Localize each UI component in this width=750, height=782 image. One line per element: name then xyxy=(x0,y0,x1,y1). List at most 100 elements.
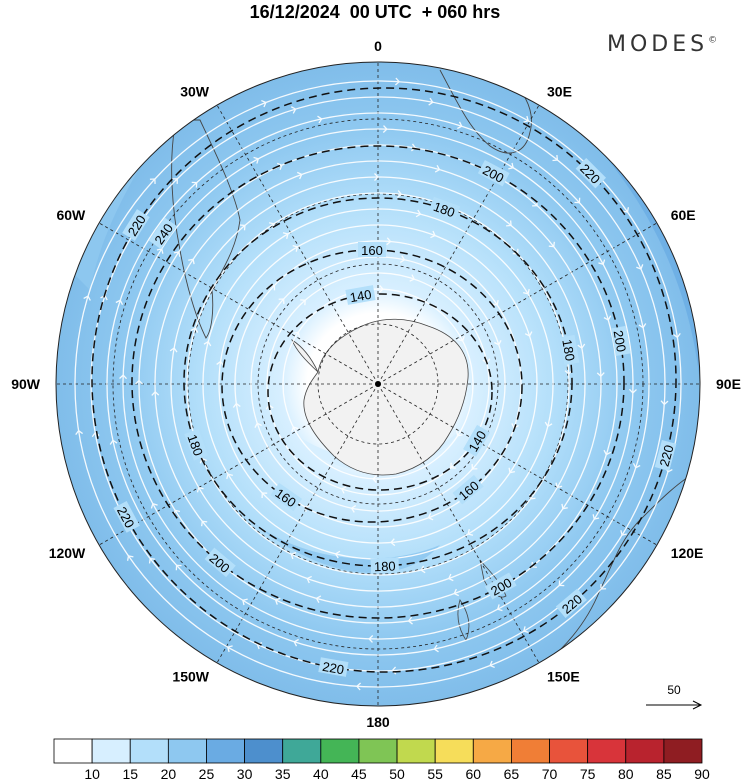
contour-label: 180 xyxy=(559,338,578,362)
streamline-arrowhead xyxy=(291,426,299,433)
streamline-arrowhead xyxy=(558,580,565,587)
colorbar-swatch xyxy=(511,738,550,764)
streamline-arrowhead xyxy=(628,388,637,394)
contour-label-group: 140 xyxy=(345,285,376,306)
colorbar-swatch xyxy=(549,738,589,764)
contour-140 xyxy=(267,293,493,491)
streamline-arrowhead xyxy=(196,486,204,493)
streamline-arrowhead xyxy=(242,598,248,606)
streamline-arrowhead xyxy=(75,429,83,436)
streamline xyxy=(90,96,666,672)
streamline-arrowhead xyxy=(523,115,529,123)
colorbar-swatch xyxy=(53,738,93,764)
streamline-arrowhead xyxy=(175,564,182,571)
streamline-arrowhead xyxy=(278,298,285,304)
south-pole-marker xyxy=(375,381,381,387)
height-contours xyxy=(91,87,677,673)
graticule xyxy=(56,62,700,706)
streamline-arrowhead xyxy=(382,125,388,134)
streamline xyxy=(186,192,570,576)
streamline-arrowhead xyxy=(427,512,434,521)
reference-vector-label: 50 xyxy=(667,683,681,697)
streamline-arrowhead xyxy=(368,634,374,643)
contour-label: 140 xyxy=(349,287,373,306)
streamline-arrowhead xyxy=(523,626,529,634)
colorbar-tick-label: 40 xyxy=(313,766,329,782)
streamline-arrowhead xyxy=(201,520,208,527)
contour-label-bg xyxy=(428,196,461,221)
streamline-arrowhead xyxy=(415,209,422,218)
longitude-labels: 0 30E 60E 90E 120E 150E 180 150W 120W 90W 60W 30W xyxy=(11,38,741,730)
contour-label-bg xyxy=(370,557,400,574)
streamline-arrowhead xyxy=(450,462,456,469)
longitude-label: 150E xyxy=(547,669,580,685)
streamline-arrowhead xyxy=(109,439,118,445)
streamline-arrowhead xyxy=(508,162,514,170)
contour-label-bg xyxy=(555,588,587,619)
streamline xyxy=(138,144,618,624)
colorbar xyxy=(53,738,703,764)
colorbar-tick-label: 25 xyxy=(199,766,215,782)
streamline-arrowhead xyxy=(293,331,300,338)
streamline-arrowhead xyxy=(561,503,568,510)
streamline-arrowhead xyxy=(151,390,160,396)
streamline-arrowhead xyxy=(169,347,178,353)
colorbar-swatch xyxy=(434,738,474,764)
contour-label-bg xyxy=(452,475,484,505)
contour-label-group: 200 xyxy=(610,325,631,357)
streamline-arrowhead xyxy=(254,422,262,428)
streamline-arrowhead xyxy=(430,230,436,239)
colorbar-swatch xyxy=(625,738,665,764)
colorbar-swatch xyxy=(472,738,512,764)
streamline-arrowhead xyxy=(282,232,289,239)
map-border xyxy=(55,61,701,707)
contour-label: 160 xyxy=(361,243,383,258)
streamline-arrowhead xyxy=(261,492,268,498)
streamline-arrowhead xyxy=(355,682,362,691)
colorbar-swatch xyxy=(282,738,322,764)
colorbar-swatch xyxy=(358,738,398,764)
streamline-arrowhead xyxy=(135,379,143,385)
contour-label-bg xyxy=(559,334,580,366)
streamline-arrowhead xyxy=(290,106,297,114)
contour-label-group: 180 xyxy=(370,557,400,575)
streamline-arrowhead xyxy=(334,550,341,559)
streamline-arrowhead xyxy=(115,299,124,305)
parallel-circle xyxy=(187,193,569,575)
contour-label: 180 xyxy=(374,559,396,575)
colorbar-swatch xyxy=(129,738,169,764)
streamline-arrowhead xyxy=(409,274,416,282)
streamline-arrowhead xyxy=(407,616,413,625)
reference-vector-arrowhead xyxy=(692,700,703,710)
streamline-arrowhead xyxy=(391,666,397,675)
streamline xyxy=(282,288,474,480)
contour-label-bg xyxy=(477,159,510,187)
contour-label-bg xyxy=(113,500,140,533)
colorbar-tick-label: 55 xyxy=(427,766,443,782)
contour-label: 220 xyxy=(656,443,676,468)
streamline-arrowhead xyxy=(471,464,478,470)
streamline-arrowhead xyxy=(304,505,310,512)
streamline-arrowhead xyxy=(456,430,463,437)
streamline-arrowhead xyxy=(378,285,384,293)
streamline xyxy=(154,160,602,608)
longitude-label: 150W xyxy=(172,669,209,685)
streamline-arrowhead xyxy=(396,190,403,198)
streamline-arrowhead xyxy=(315,595,322,604)
streamline-arrowhead xyxy=(256,642,263,650)
contour-label-bg xyxy=(358,242,386,257)
streamline-arrowhead xyxy=(596,372,605,378)
streamline-arrowhead xyxy=(119,374,128,380)
streamline-arrowhead xyxy=(274,597,281,605)
streamline-arrowhead xyxy=(372,475,378,483)
streamline-arrowhead xyxy=(83,295,91,301)
colorbar-swatch xyxy=(320,738,360,764)
contour-label-group: 220 xyxy=(318,657,349,677)
streamline-arrowhead xyxy=(496,604,503,612)
streamline-arrowhead xyxy=(239,224,246,231)
colorbar-swatch xyxy=(396,738,436,764)
streamline-arrowhead xyxy=(492,299,499,306)
colorbar-tick-label: 45 xyxy=(351,766,367,782)
streamline-arrowhead xyxy=(555,482,563,489)
